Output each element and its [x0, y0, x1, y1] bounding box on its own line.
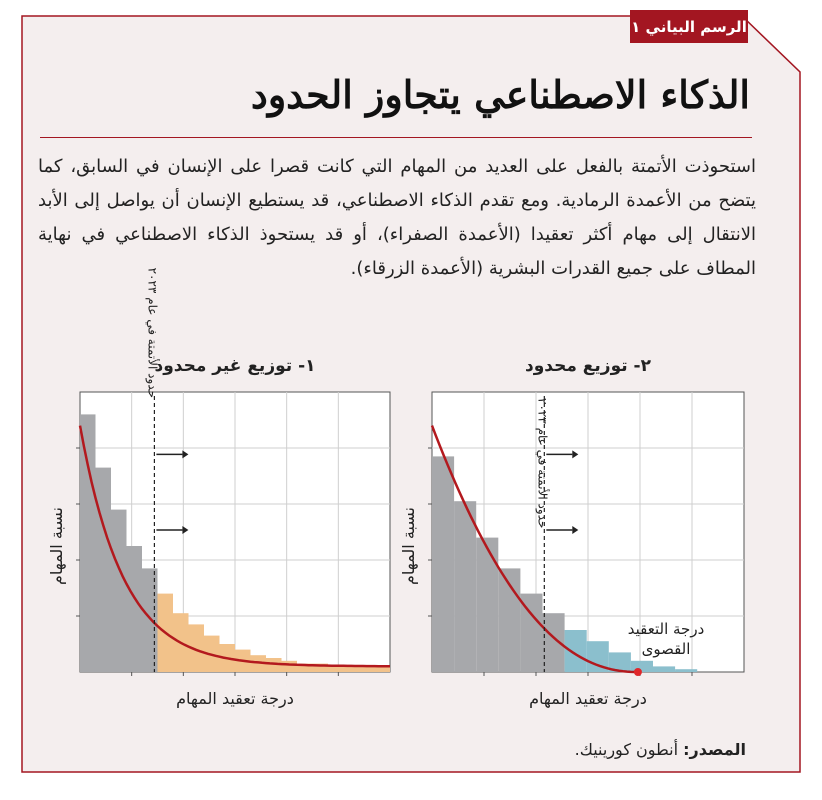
chart2-title: ٢- توزيع محدود [525, 356, 651, 376]
source-line: المصدر: أنطون كورينيك. [575, 740, 746, 759]
figure-tag: الرسم البياني ١ [630, 10, 748, 43]
body-text: استحوذت الأتمتة بالفعل على العديد من الم… [38, 156, 756, 279]
chart1-title: ١- توزيع غير محدود [154, 356, 316, 376]
title-divider [40, 137, 752, 138]
page-title: الذكاء الاصطناعي يتجاوز الحدود [250, 72, 750, 117]
source-label: المصدر: [683, 740, 746, 759]
source-text: أنطون كورينيك. [574, 740, 679, 759]
